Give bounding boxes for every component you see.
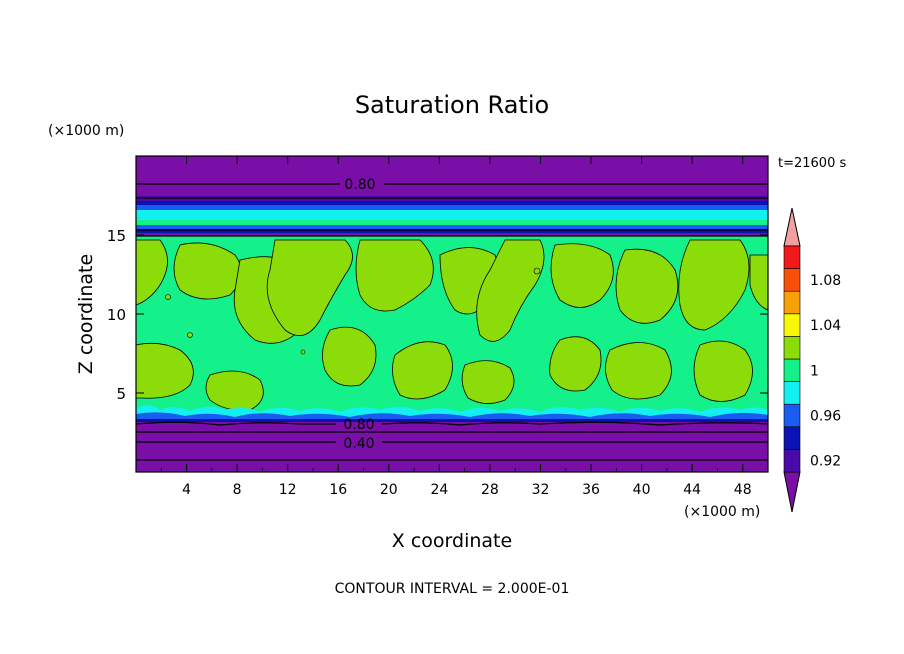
- colorbar-label: 1.04: [810, 318, 841, 334]
- footer-text: CONTOUR INTERVAL = 2.000E-01: [335, 581, 570, 597]
- colorbar: 0.92 0.96 1 1.04 1.08: [783, 207, 841, 513]
- x-tick-label: 40: [633, 482, 651, 498]
- x-axis: 4 8 12 16 20 24 28 32 36 40 44 48: [160, 156, 752, 498]
- colorbar-label: 0.92: [810, 454, 841, 470]
- contour-field: [136, 156, 768, 472]
- colorbar-swatch: [783, 449, 801, 473]
- colorbar-swatch: [783, 358, 801, 382]
- x-tick-label: 44: [683, 482, 701, 498]
- colorbar-label: 1.08: [810, 273, 841, 289]
- colorbar-swatch: [783, 336, 801, 360]
- colorbar-label: 1: [810, 363, 819, 379]
- x-tick-label: 4: [182, 482, 191, 498]
- contour-label: 0.80: [343, 417, 374, 433]
- colorbar-label: 0.96: [810, 409, 841, 425]
- x-tick-label: 8: [233, 482, 242, 498]
- x-tick-label: 32: [532, 482, 550, 498]
- contour-label: 0.40: [343, 436, 374, 452]
- x-tick-label: 36: [582, 482, 600, 498]
- y-tick-label: 15: [107, 227, 126, 245]
- contour-label: 0.80: [344, 177, 375, 193]
- colorbar-swatch: [783, 313, 801, 337]
- y-tick-label: 5: [116, 385, 126, 403]
- colorbar-swatch: [783, 471, 801, 513]
- colorbar-swatch: [783, 245, 801, 269]
- x-axis-label: X coordinate: [392, 530, 512, 552]
- y-tick-label: 10: [107, 306, 126, 324]
- x-unit-label: (×1000 m): [684, 504, 760, 520]
- colorbar-swatch: [783, 426, 801, 450]
- x-tick-label: 16: [329, 482, 347, 498]
- colorbar-swatch: [783, 403, 801, 428]
- chart-title: Saturation Ratio: [355, 91, 549, 119]
- x-tick-label: 48: [734, 482, 752, 498]
- x-tick-label: 28: [481, 482, 499, 498]
- colorbar-swatch: [783, 207, 801, 247]
- colorbar-swatch: [783, 381, 801, 405]
- colorbar-swatch: [783, 290, 801, 315]
- x-tick-label: 20: [380, 482, 398, 498]
- x-tick-label: 24: [430, 482, 448, 498]
- time-label: t=21600 s: [778, 156, 846, 171]
- y-axis-label: Z coordinate: [75, 254, 97, 374]
- y-unit-label: (×1000 m): [48, 123, 124, 139]
- colorbar-swatch: [783, 268, 801, 292]
- y-axis: 5 10 15: [107, 227, 768, 403]
- x-tick-label: 12: [279, 482, 297, 498]
